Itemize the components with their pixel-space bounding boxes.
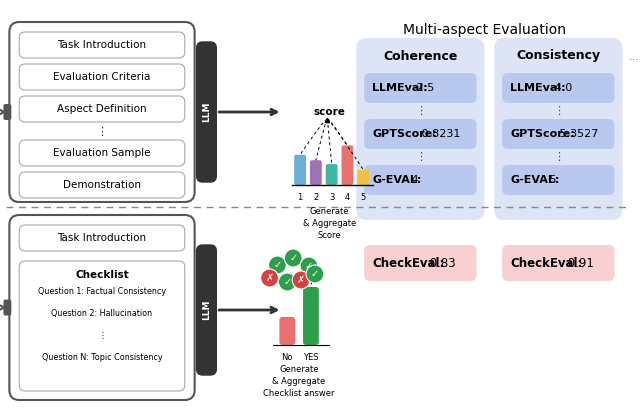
Text: Question 1: Factual Consistency: Question 1: Factual Consistency [38, 286, 166, 296]
Text: ···: ··· [628, 55, 639, 65]
Text: score: score [313, 107, 345, 117]
Text: 5: 5 [546, 175, 556, 185]
Text: LLMEval:: LLMEval: [372, 83, 428, 93]
FancyBboxPatch shape [502, 73, 614, 103]
Text: Question 2: Hallucination: Question 2: Hallucination [51, 309, 152, 318]
Text: Demonstration: Demonstration [63, 180, 141, 190]
Text: No: No [282, 353, 293, 362]
Circle shape [260, 269, 278, 287]
Text: ✓: ✓ [311, 269, 319, 279]
Circle shape [292, 271, 310, 289]
FancyBboxPatch shape [494, 38, 622, 220]
FancyBboxPatch shape [502, 165, 614, 195]
FancyBboxPatch shape [10, 22, 195, 202]
FancyBboxPatch shape [303, 287, 319, 345]
FancyBboxPatch shape [342, 145, 353, 185]
FancyBboxPatch shape [326, 164, 337, 185]
Text: ✓: ✓ [289, 253, 297, 263]
Text: Aspect Definition: Aspect Definition [57, 104, 147, 114]
FancyBboxPatch shape [280, 317, 295, 345]
FancyBboxPatch shape [19, 172, 185, 198]
Text: Question N: Topic Consistency: Question N: Topic Consistency [42, 353, 163, 362]
FancyBboxPatch shape [502, 245, 614, 281]
Text: Evaluation Sample: Evaluation Sample [53, 148, 151, 158]
Text: ⋮: ⋮ [98, 330, 106, 339]
Text: 5.3527: 5.3527 [556, 129, 598, 139]
Text: 0.91: 0.91 [564, 256, 594, 270]
Text: 5: 5 [360, 193, 366, 202]
FancyBboxPatch shape [502, 119, 614, 149]
FancyBboxPatch shape [3, 300, 12, 316]
Text: 0.83: 0.83 [426, 256, 456, 270]
Text: Multi-aspect Evaluation: Multi-aspect Evaluation [403, 23, 566, 37]
FancyBboxPatch shape [364, 73, 477, 103]
Text: YES: YES [303, 353, 319, 362]
FancyBboxPatch shape [19, 140, 185, 166]
Circle shape [278, 273, 296, 291]
Circle shape [269, 256, 286, 274]
Text: LLMEval:: LLMEval: [510, 83, 566, 93]
Text: Task Introduction: Task Introduction [58, 233, 147, 243]
FancyBboxPatch shape [357, 170, 369, 185]
FancyBboxPatch shape [196, 245, 216, 375]
Text: Coherence: Coherence [383, 49, 458, 62]
Text: Task Introduction: Task Introduction [58, 40, 147, 50]
FancyBboxPatch shape [19, 32, 185, 58]
Text: G-EVAL:: G-EVAL: [372, 175, 421, 185]
Text: 1: 1 [298, 193, 303, 202]
FancyBboxPatch shape [364, 119, 477, 149]
Circle shape [284, 249, 302, 267]
Text: ⋮: ⋮ [415, 106, 426, 116]
Text: ⋮: ⋮ [553, 152, 564, 162]
Text: ✗: ✗ [266, 273, 274, 283]
Circle shape [306, 265, 324, 283]
Text: ✓: ✓ [284, 277, 291, 287]
FancyBboxPatch shape [196, 42, 216, 182]
Text: Evaluation Criteria: Evaluation Criteria [53, 72, 150, 82]
FancyBboxPatch shape [294, 155, 306, 185]
FancyBboxPatch shape [356, 38, 484, 220]
FancyBboxPatch shape [3, 104, 12, 120]
Text: Generate
& Aggregate
Checklist answer: Generate & Aggregate Checklist answer [264, 365, 335, 397]
FancyBboxPatch shape [364, 245, 477, 281]
FancyBboxPatch shape [19, 225, 185, 251]
Text: 4: 4 [345, 193, 350, 202]
Text: 0.8231: 0.8231 [418, 129, 461, 139]
Text: 3: 3 [329, 193, 334, 202]
Text: ⋮: ⋮ [553, 106, 564, 116]
FancyBboxPatch shape [310, 160, 322, 185]
Circle shape [300, 257, 318, 275]
Text: LLM: LLM [202, 300, 211, 320]
Text: ✓: ✓ [273, 260, 282, 270]
Text: ✗: ✗ [297, 275, 305, 285]
FancyBboxPatch shape [10, 215, 195, 400]
Text: 4.0: 4.0 [551, 83, 572, 93]
Text: Consistency: Consistency [516, 49, 600, 62]
Text: 2.5: 2.5 [413, 83, 435, 93]
Text: ⋮: ⋮ [415, 152, 426, 162]
Text: ✓: ✓ [305, 261, 313, 271]
Text: Checklist: Checklist [75, 270, 129, 280]
Text: 2: 2 [313, 193, 319, 202]
Text: CheckEval:: CheckEval: [510, 256, 582, 270]
FancyBboxPatch shape [364, 165, 477, 195]
Text: CheckEval:: CheckEval: [372, 256, 444, 270]
Text: ⋮: ⋮ [97, 127, 108, 137]
Text: Generate
& Aggregate
Score: Generate & Aggregate Score [303, 207, 356, 240]
FancyBboxPatch shape [19, 261, 185, 391]
Text: 4: 4 [408, 175, 419, 185]
FancyBboxPatch shape [19, 96, 185, 122]
Text: LLM: LLM [202, 102, 211, 122]
Text: GPTScore:: GPTScore: [372, 129, 436, 139]
Text: GPTScore:: GPTScore: [510, 129, 575, 139]
FancyBboxPatch shape [19, 64, 185, 90]
Text: G-EVAL:: G-EVAL: [510, 175, 559, 185]
